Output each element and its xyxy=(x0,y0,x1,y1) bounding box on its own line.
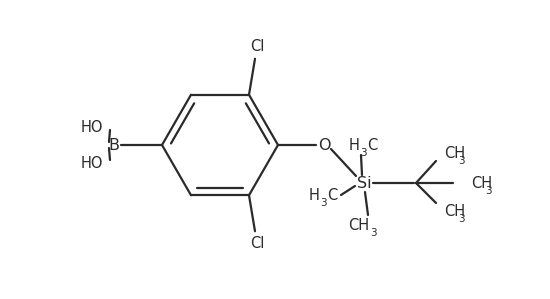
Text: 3: 3 xyxy=(458,214,465,224)
Text: O: O xyxy=(318,138,330,152)
Text: Cl: Cl xyxy=(250,236,264,251)
Text: H: H xyxy=(348,138,359,152)
Text: 3: 3 xyxy=(360,148,367,158)
Text: 3: 3 xyxy=(370,228,377,238)
Text: C: C xyxy=(327,187,337,202)
Text: C: C xyxy=(367,138,377,152)
Text: CH: CH xyxy=(348,217,369,233)
Text: CH: CH xyxy=(444,204,465,219)
Text: 3: 3 xyxy=(458,156,465,166)
Text: Si: Si xyxy=(357,176,371,190)
Text: CH: CH xyxy=(444,146,465,161)
Text: HO: HO xyxy=(81,155,103,170)
Text: HO: HO xyxy=(81,120,103,135)
Text: CH: CH xyxy=(471,176,492,190)
Text: 3: 3 xyxy=(320,198,327,208)
Text: 3: 3 xyxy=(485,186,492,196)
Text: H: H xyxy=(308,187,319,202)
Text: Cl: Cl xyxy=(250,39,264,54)
Text: B: B xyxy=(108,138,119,152)
